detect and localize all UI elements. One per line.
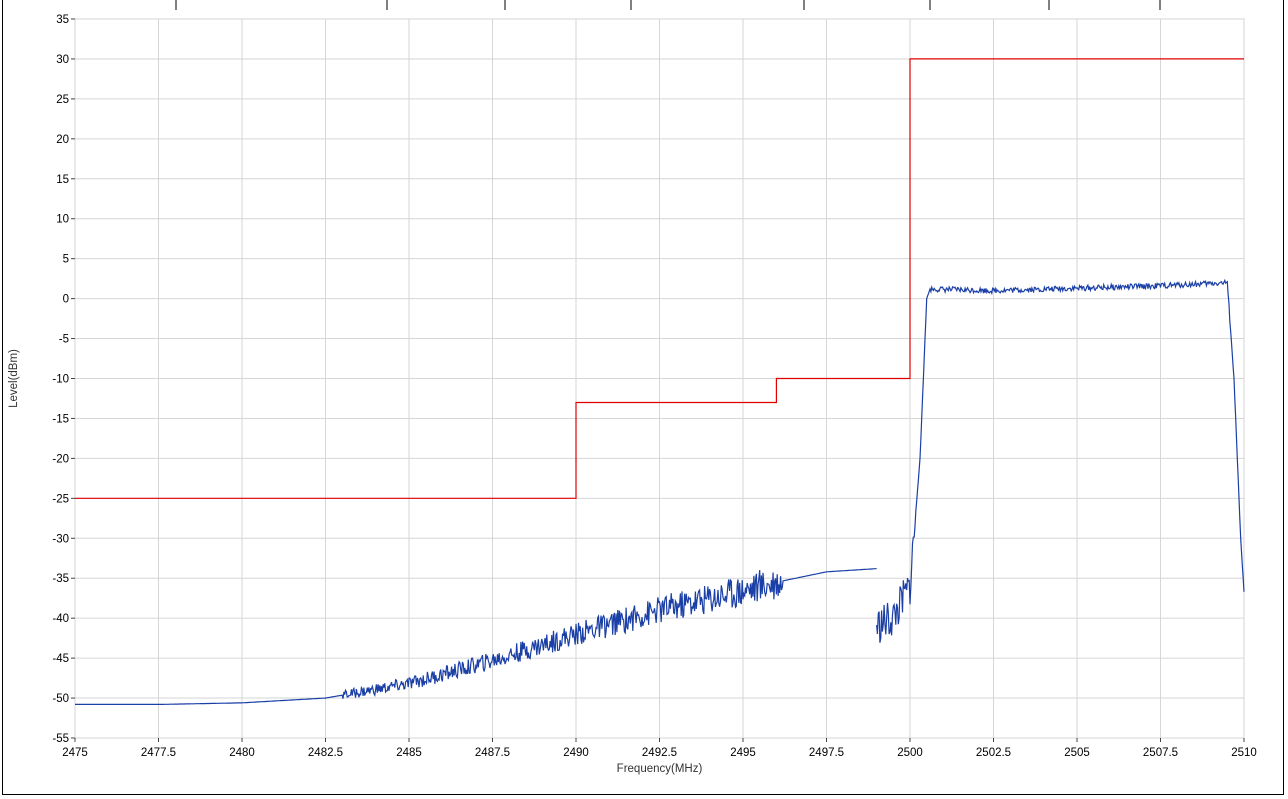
table-header-strip	[2, 0, 1161, 10]
spectrum-trace-series	[75, 568, 877, 705]
y-tick-label: 0	[63, 294, 69, 306]
x-tick-label: 2477.5	[141, 747, 176, 759]
x-axis-title: Frequency(MHz)	[617, 763, 703, 775]
x-tick-label: 2487.5	[475, 747, 510, 759]
x-tick-label: 2490	[563, 747, 589, 759]
x-tick-label: 2505	[1064, 747, 1090, 759]
x-tick-label: 2500	[897, 747, 923, 759]
y-tick-label: -25	[52, 493, 69, 505]
y-tick-label: -50	[52, 693, 69, 705]
limit-line-series	[75, 58, 1244, 499]
x-tick-label: 2492.5	[642, 747, 677, 759]
x-tick-label: 2485	[396, 747, 422, 759]
tick-labels: 2475 2477.5 2480 2482.5 2485 2487.5 2490 2492.5…	[52, 14, 1256, 759]
y-axis-title: Level(dBm)	[8, 349, 20, 408]
x-tick-label: 2497.5	[809, 747, 844, 759]
y-tick-label: -35	[52, 573, 69, 585]
y-tick-label: -5	[59, 334, 69, 346]
y-tick-label: 15	[56, 174, 69, 186]
y-tick-label: -30	[52, 533, 69, 545]
y-tick-label: 35	[56, 14, 69, 26]
y-tick-label: -15	[52, 413, 69, 425]
x-tick-label: 2480	[229, 747, 255, 759]
y-tick-label: 10	[56, 214, 69, 226]
spectrum-trace-series	[876, 278, 1245, 643]
y-tick-label: -45	[52, 653, 69, 665]
y-tick-label: -10	[52, 374, 69, 386]
y-tick-label: -40	[52, 613, 69, 625]
y-tick-label: 25	[56, 94, 69, 106]
y-tick-label: 20	[56, 134, 69, 146]
series-layer	[75, 58, 1245, 705]
y-tick-label: -20	[52, 453, 69, 465]
y-tick-label: 30	[56, 54, 69, 66]
y-tick-label: 5	[63, 254, 69, 266]
x-tick-label: 2502.5	[976, 747, 1011, 759]
x-tick-label: 2510	[1231, 747, 1257, 759]
y-tick-label: -55	[52, 733, 69, 745]
x-tick-label: 2475	[62, 747, 88, 759]
x-tick-label: 2507.5	[1143, 747, 1178, 759]
x-tick-label: 2482.5	[308, 747, 343, 759]
x-tick-label: 2495	[730, 747, 756, 759]
